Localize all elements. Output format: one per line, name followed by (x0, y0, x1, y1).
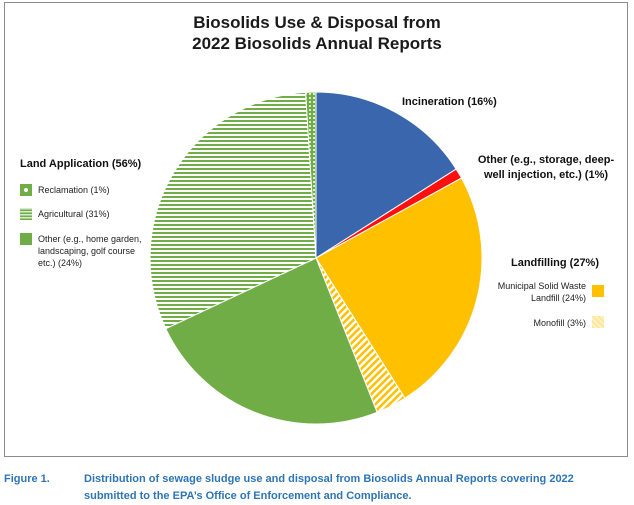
chart-title: Biosolids Use & Disposal from 2022 Bioso… (0, 12, 634, 54)
swatch-msw-landfill (592, 285, 604, 297)
pie-slice-other-e-g-home-garden-landscaping-golf-course-etc (165, 257, 378, 425)
label-reclamation: Reclamation (1%) (38, 185, 110, 195)
label-land-application: Land Application (56%) (20, 158, 142, 170)
swatch-agricultural (20, 208, 32, 220)
label-la-other-line-3: etc.) (24%) (38, 258, 83, 268)
label-msw-line-1: Municipal Solid Waste (497, 281, 586, 291)
swatch-monofill (592, 316, 604, 328)
figure-number: Figure 1. (4, 473, 50, 485)
swatch-reclamation (20, 184, 32, 196)
pie-slice-reclamation (305, 91, 317, 259)
label-agricultural: Agricultural (31%) (38, 209, 110, 219)
label-msw-landfill: Municipal Solid Waste Landfill (24%) (480, 280, 586, 304)
pie-slice-incineration (315, 91, 457, 259)
label-incineration: Incineration (16%) (402, 96, 497, 108)
label-monofill: Monofill (3%) (533, 318, 586, 328)
chart-title-line-2: 2022 Biosolids Annual Reports (192, 34, 442, 53)
swatch-other-land-application (20, 233, 32, 245)
label-la-other-line-2: landscaping, golf course (38, 246, 136, 256)
label-other-storage: Other (e.g., storage, deep- well injecti… (466, 153, 626, 183)
pie-slice-agricultural (149, 91, 317, 330)
label-other-storage-line-2: well injection, etc.) (1%) (483, 169, 609, 181)
label-other-land-application: Other (e.g., home garden, landscaping, g… (38, 233, 142, 269)
pie-slice-municipal-solid-waste-landfill (315, 177, 483, 399)
label-msw-line-2: Landfill (24%) (530, 293, 586, 303)
label-landfilling: Landfilling (27%) (511, 257, 599, 269)
label-la-other-line-1: Other (e.g., home garden, (38, 234, 142, 244)
label-other-storage-line-1: Other (e.g., storage, deep- (477, 154, 615, 166)
chart-title-line-1: Biosolids Use & Disposal from (193, 13, 441, 32)
figure-caption-text: Distribution of sewage sludge use and di… (84, 473, 574, 502)
